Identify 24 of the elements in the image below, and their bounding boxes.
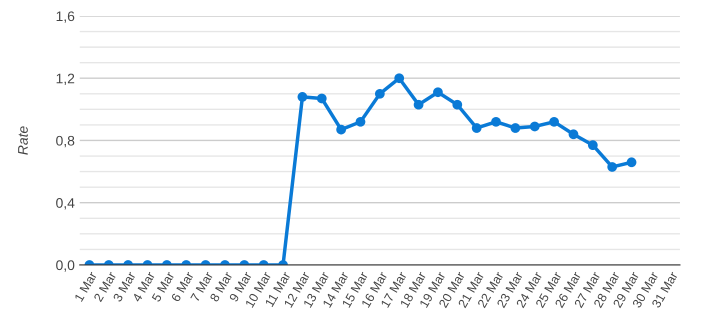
point xyxy=(433,87,443,98)
point xyxy=(491,116,501,127)
point xyxy=(510,123,520,133)
point xyxy=(316,94,327,104)
point xyxy=(549,116,559,127)
y-tick-label: 0,8 xyxy=(56,136,74,148)
point xyxy=(568,129,578,140)
point xyxy=(336,124,346,134)
point xyxy=(298,92,308,102)
point xyxy=(452,100,462,110)
point xyxy=(356,116,366,127)
y-axis-title: Rate xyxy=(18,126,28,155)
point xyxy=(530,122,540,132)
point xyxy=(607,162,618,172)
point xyxy=(374,88,385,99)
y-tick-label: 0,0 xyxy=(56,260,74,272)
point xyxy=(414,100,424,110)
point xyxy=(472,123,482,133)
point xyxy=(626,157,636,168)
point xyxy=(394,73,404,84)
y-tick-label: 0,4 xyxy=(56,198,74,210)
y-tick-label: 1,2 xyxy=(56,74,74,86)
y-tick-label: 1,6 xyxy=(56,11,74,23)
point xyxy=(588,140,598,150)
